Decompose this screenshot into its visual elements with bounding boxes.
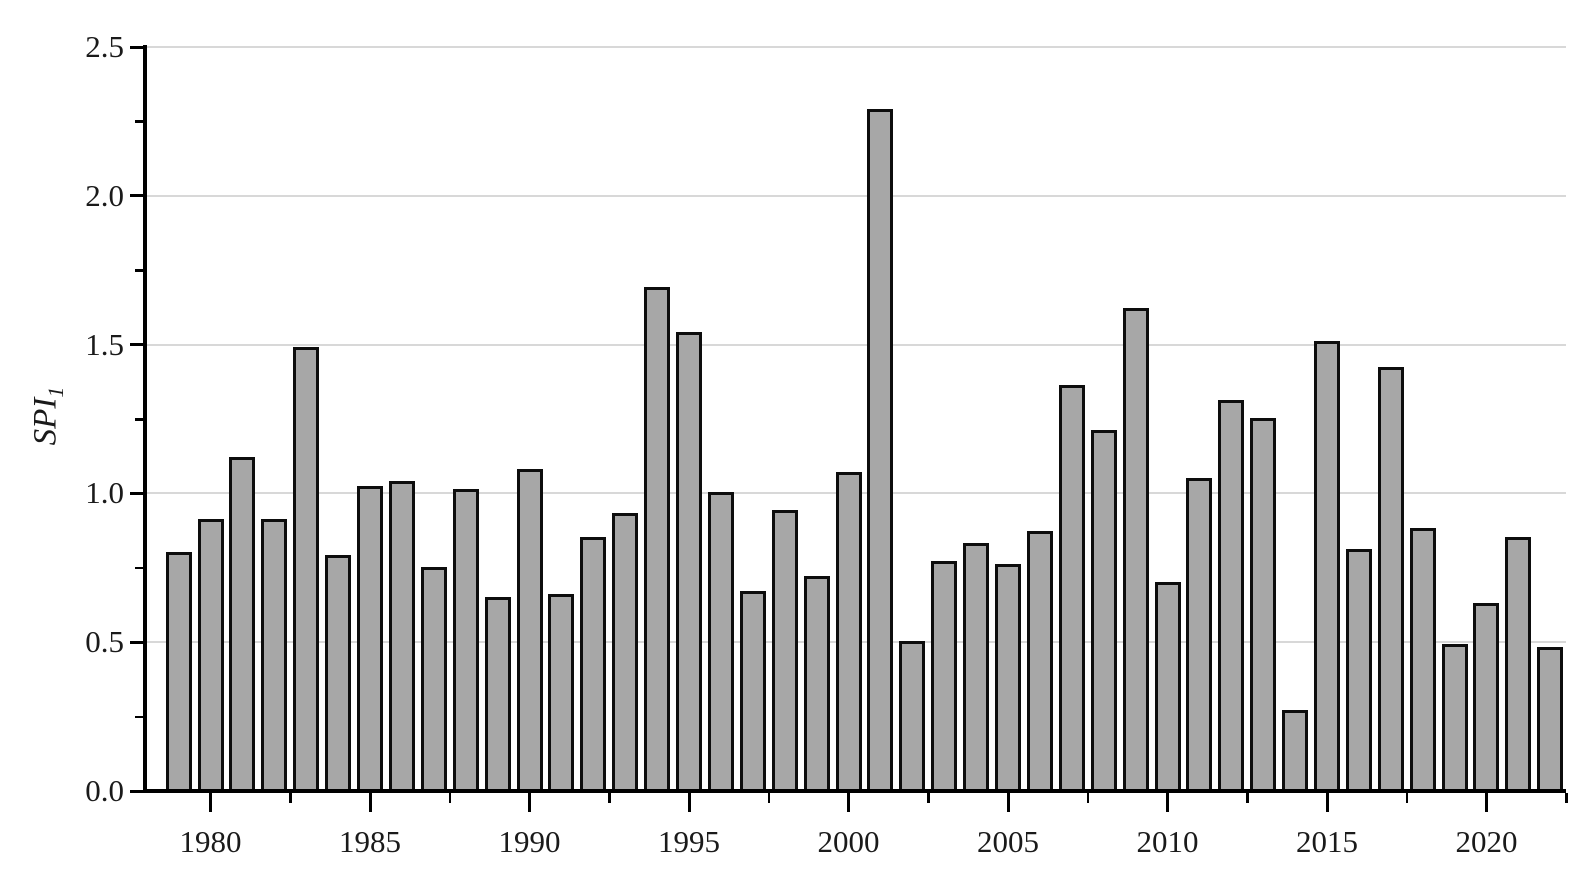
bar bbox=[1123, 308, 1149, 793]
y-major-tick bbox=[130, 45, 143, 49]
x-tick-label: 2015 bbox=[1296, 824, 1358, 859]
x-major-tick bbox=[1325, 793, 1329, 812]
bar bbox=[867, 109, 893, 793]
x-minor-tick bbox=[1565, 793, 1568, 803]
y-axis-spine bbox=[143, 45, 147, 793]
bar bbox=[1346, 549, 1372, 793]
x-tick-label: 1995 bbox=[658, 824, 720, 859]
x-minor-tick bbox=[767, 793, 771, 803]
bar bbox=[804, 576, 830, 793]
x-tick-label: 2010 bbox=[1136, 824, 1199, 859]
bar bbox=[836, 472, 862, 793]
y-major-tick bbox=[130, 194, 143, 198]
bar bbox=[1442, 644, 1468, 793]
bar bbox=[485, 597, 511, 793]
y-tick-label: 0.0 bbox=[85, 773, 124, 808]
y-major-tick bbox=[130, 343, 143, 347]
bar bbox=[261, 519, 287, 793]
bar bbox=[198, 519, 224, 793]
y-axis-label: SPI1 bbox=[27, 386, 69, 446]
bar bbox=[1155, 582, 1181, 793]
bar bbox=[1505, 537, 1531, 793]
x-tick-label: 2005 bbox=[977, 824, 1039, 859]
bar bbox=[1218, 400, 1244, 793]
y-major-tick bbox=[130, 789, 143, 793]
bar bbox=[548, 594, 574, 793]
x-minor-tick bbox=[1086, 793, 1090, 803]
bar bbox=[1186, 478, 1212, 793]
x-minor-tick bbox=[1405, 793, 1409, 803]
x-axis-line bbox=[143, 789, 1566, 793]
bar bbox=[772, 510, 798, 793]
bar bbox=[293, 347, 319, 793]
y-minor-tick bbox=[135, 566, 143, 570]
x-minor-tick bbox=[289, 793, 292, 803]
bar bbox=[1537, 647, 1563, 793]
x-major-tick bbox=[1006, 793, 1010, 812]
x-tick-label: 1990 bbox=[498, 824, 561, 859]
y-axis-label-main: SPI bbox=[27, 397, 64, 446]
x-minor-tick bbox=[608, 793, 611, 803]
bar bbox=[453, 489, 479, 793]
bar bbox=[995, 564, 1021, 793]
bar bbox=[899, 641, 925, 793]
y-tick-label: 1.5 bbox=[85, 326, 124, 362]
y-major-tick bbox=[130, 640, 143, 644]
bar bbox=[931, 561, 957, 793]
bar bbox=[644, 287, 670, 793]
gridline bbox=[145, 343, 1566, 346]
x-major-tick bbox=[368, 793, 372, 812]
x-minor-tick bbox=[448, 793, 452, 803]
bar bbox=[1473, 603, 1499, 793]
bar bbox=[1282, 710, 1308, 793]
bar bbox=[166, 552, 192, 793]
x-minor-tick bbox=[927, 793, 930, 803]
bar bbox=[708, 492, 734, 793]
bar bbox=[1027, 531, 1053, 793]
bar bbox=[963, 543, 989, 793]
y-major-tick bbox=[130, 491, 143, 495]
bar bbox=[1059, 385, 1085, 793]
bar bbox=[740, 591, 766, 793]
y-axis-label-subscript: 1 bbox=[43, 386, 69, 398]
x-tick-label: 2020 bbox=[1455, 824, 1518, 859]
x-tick-label: 1985 bbox=[339, 824, 401, 859]
y-minor-tick bbox=[135, 418, 143, 421]
x-tick-label: 2000 bbox=[817, 824, 880, 859]
y-minor-tick bbox=[135, 120, 143, 123]
x-major-tick bbox=[209, 793, 212, 812]
bar bbox=[676, 332, 702, 793]
gridline bbox=[145, 46, 1566, 48]
bar bbox=[517, 469, 543, 793]
x-major-tick bbox=[687, 793, 691, 812]
bar bbox=[1250, 418, 1276, 793]
y-minor-tick bbox=[135, 715, 143, 719]
bar bbox=[1314, 341, 1340, 793]
bar bbox=[1410, 528, 1436, 793]
bar bbox=[421, 567, 447, 793]
y-tick-label: 1.0 bbox=[85, 475, 124, 511]
x-minor-tick bbox=[1246, 793, 1249, 803]
bar bbox=[1378, 367, 1404, 793]
bar bbox=[580, 537, 606, 793]
y-minor-tick bbox=[135, 269, 143, 272]
y-tick-label: 2.5 bbox=[85, 29, 124, 64]
x-major-tick bbox=[1485, 793, 1488, 812]
gridline bbox=[145, 194, 1566, 197]
bar bbox=[357, 486, 383, 793]
bar bbox=[612, 513, 638, 793]
bar bbox=[1091, 430, 1117, 793]
y-tick-label: 0.5 bbox=[85, 624, 124, 660]
x-major-tick bbox=[847, 793, 850, 812]
x-tick-label: 1980 bbox=[179, 824, 242, 859]
bar bbox=[229, 457, 255, 793]
bar bbox=[389, 481, 415, 793]
bar bbox=[325, 555, 351, 793]
y-tick-label: 2.0 bbox=[85, 177, 124, 213]
x-major-tick bbox=[528, 793, 531, 812]
x-major-tick bbox=[1166, 793, 1169, 812]
